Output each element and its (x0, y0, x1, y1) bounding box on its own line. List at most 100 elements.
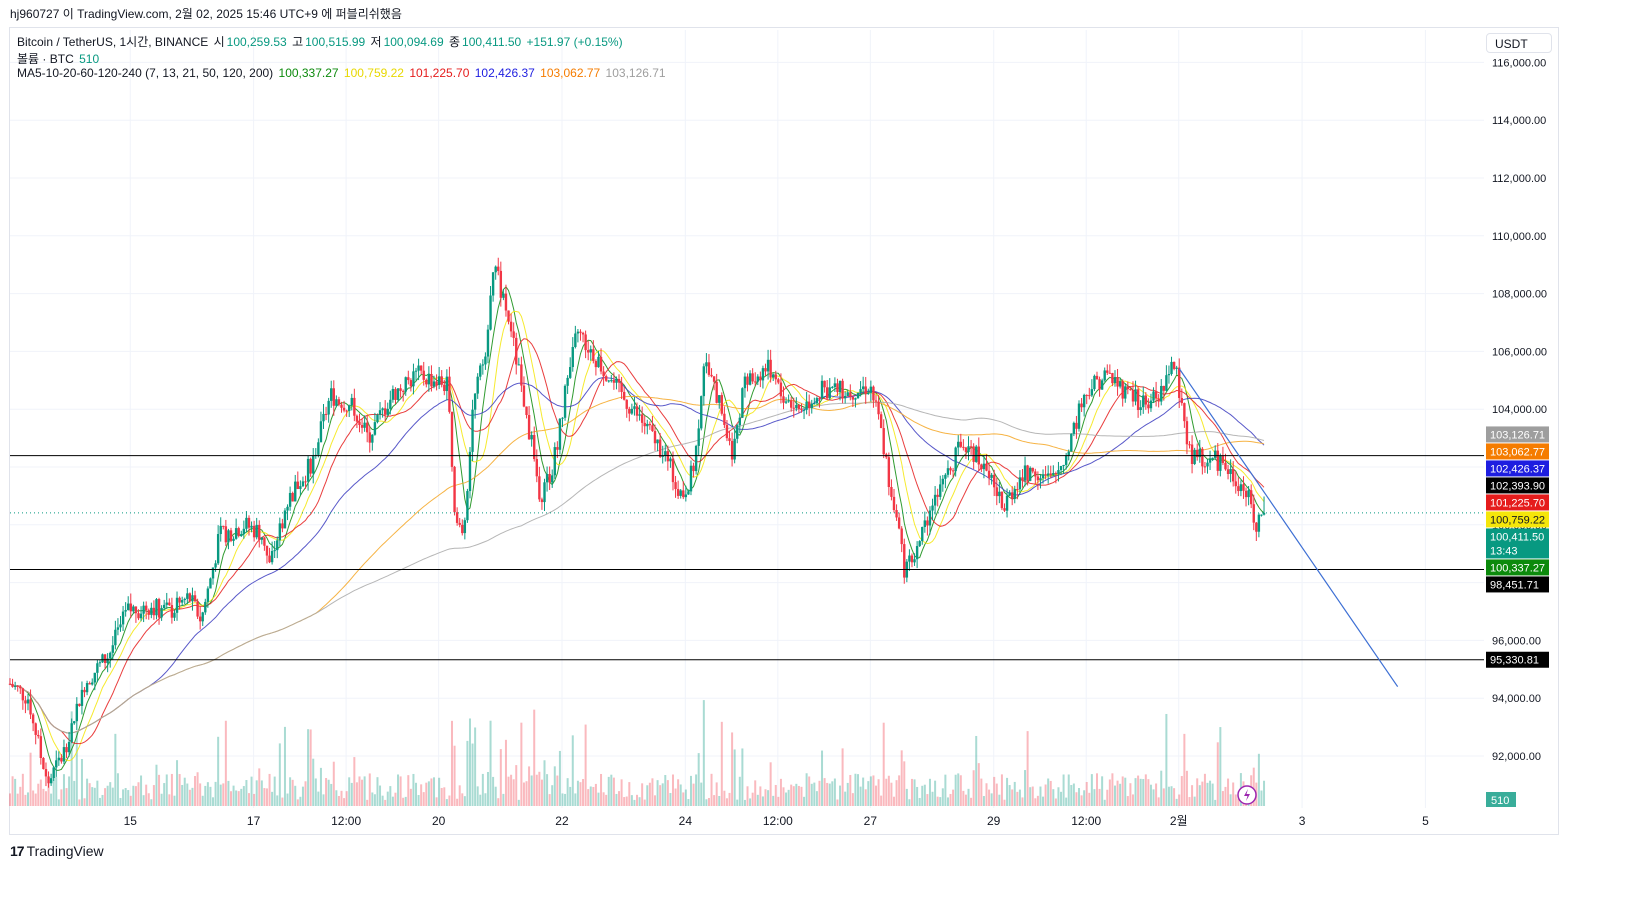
volume-bar (242, 786, 245, 806)
volume-bar (1011, 789, 1014, 806)
candle-body (887, 457, 891, 487)
tradingview-logo-text: TradingView (26, 843, 104, 859)
candle-body (497, 266, 500, 271)
volume-bar (492, 776, 495, 806)
volume-bar (761, 796, 764, 806)
volume-bar (358, 776, 361, 806)
candle-body (1013, 489, 1016, 499)
volume-bar (1044, 784, 1047, 806)
candle-body (1093, 375, 1096, 390)
volume-bar (26, 792, 29, 806)
volume-bar (196, 772, 199, 806)
candle-body (196, 601, 199, 617)
candle-body (178, 597, 181, 603)
candle-body (468, 451, 472, 492)
volume-bar (1219, 727, 1222, 806)
volume-bar (1144, 774, 1147, 806)
volume-bar (1000, 774, 1003, 806)
candle-body (833, 383, 837, 388)
volume-bar (1157, 797, 1160, 806)
volume-bar (1026, 731, 1029, 806)
volume-bar (245, 780, 248, 806)
legend-ma-7: 100,337.27 (278, 66, 339, 80)
volume-bar (1203, 773, 1206, 806)
candle-body (173, 612, 176, 618)
legend-close: 100,411.50 (462, 35, 522, 49)
legend-ma-120: 103,062.77 (540, 66, 601, 80)
legend-symbol[interactable]: Bitcoin / TetherUS, 1시간, BINANCE (17, 35, 209, 49)
legend-ma-label[interactable]: MA5-10-20-60-120-240 (7, 13, 21, 50, 120… (17, 66, 274, 80)
candle-body (127, 603, 130, 611)
candle-body (563, 385, 567, 418)
volume-bar (348, 777, 351, 806)
candle-body (237, 528, 240, 536)
candle-body (389, 399, 392, 409)
volume-bar (656, 780, 659, 806)
lightning-icon[interactable] (1237, 785, 1257, 805)
volume-bar (1167, 786, 1170, 806)
tradingview-logo[interactable]: 17 TradingView (10, 843, 104, 859)
volume-bar (677, 779, 680, 806)
volume-bar (1221, 791, 1224, 806)
volume-bar (769, 762, 772, 806)
volume-bar (792, 786, 795, 806)
volume-bar (620, 779, 623, 806)
volume-bar (1111, 773, 1114, 806)
candle-body (383, 408, 387, 415)
volume-bar (743, 799, 746, 806)
volume-bar (394, 792, 397, 806)
candle-body (1116, 377, 1119, 387)
volume-bar (898, 775, 901, 806)
candle-body (350, 397, 353, 406)
candle-body (263, 537, 266, 546)
volume-bar (332, 761, 335, 806)
volume-bar (474, 727, 477, 806)
volume-bar (1165, 713, 1168, 806)
price-tick-label: 94,000.00 (1492, 693, 1541, 705)
candle-body (843, 395, 847, 399)
volume-bar (340, 790, 343, 806)
volume-bar (1080, 795, 1083, 806)
volume-bar (530, 775, 533, 806)
volume-bar (191, 787, 194, 806)
volume-bar (1008, 785, 1011, 806)
volume-bar (109, 782, 112, 806)
volume-bar (307, 729, 310, 806)
volume-bar (1034, 798, 1037, 806)
candle-body (751, 373, 754, 382)
volume-bar (145, 784, 148, 806)
legend-volume-label[interactable]: 볼륨 · BTC (17, 52, 74, 66)
candle-body (103, 654, 107, 664)
candle-body (825, 387, 829, 399)
volume-bar (412, 773, 415, 806)
lightning-icon-bolt (1244, 789, 1250, 801)
price-label: 100,759.22 (1490, 514, 1545, 526)
candle-body (741, 388, 744, 418)
volume-bar (140, 775, 143, 806)
currency-button[interactable]: USDT (1486, 33, 1552, 53)
volume-bar (540, 779, 543, 806)
candle-body (787, 400, 790, 402)
volume-bar (779, 778, 782, 806)
volume-bar (263, 788, 266, 806)
candle-body (602, 371, 605, 377)
candle-body (1142, 395, 1145, 408)
candle-body (702, 366, 706, 397)
candle-body (258, 524, 261, 540)
volume-bar (427, 781, 430, 806)
candle-body (473, 393, 477, 410)
candle-body (1136, 389, 1140, 411)
legend-ma-21: 101,225.70 (409, 66, 470, 80)
candle-body (409, 380, 413, 387)
volume-bar (561, 793, 564, 806)
volume-bar (1113, 785, 1116, 806)
candle-body (16, 685, 19, 687)
volume-bar (309, 729, 312, 806)
candle-body (987, 470, 991, 478)
volume-bar (150, 799, 153, 806)
volume-bar (964, 794, 967, 806)
volume-bar (327, 779, 330, 806)
candle-body (42, 757, 45, 770)
legend-open: 100,259.53 (226, 35, 287, 49)
